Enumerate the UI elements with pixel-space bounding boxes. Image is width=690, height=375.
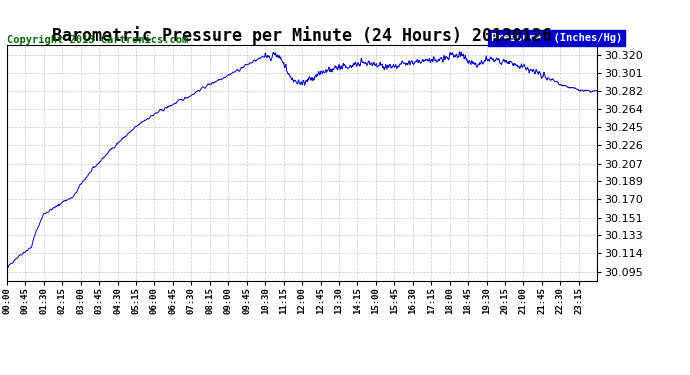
Text: Pressure  (Inches/Hg): Pressure (Inches/Hg) (491, 33, 622, 43)
Title: Barometric Pressure per Minute (24 Hours) 20130126: Barometric Pressure per Minute (24 Hours… (52, 26, 552, 45)
Text: Copyright 2013 Cartronics.com: Copyright 2013 Cartronics.com (7, 34, 188, 45)
